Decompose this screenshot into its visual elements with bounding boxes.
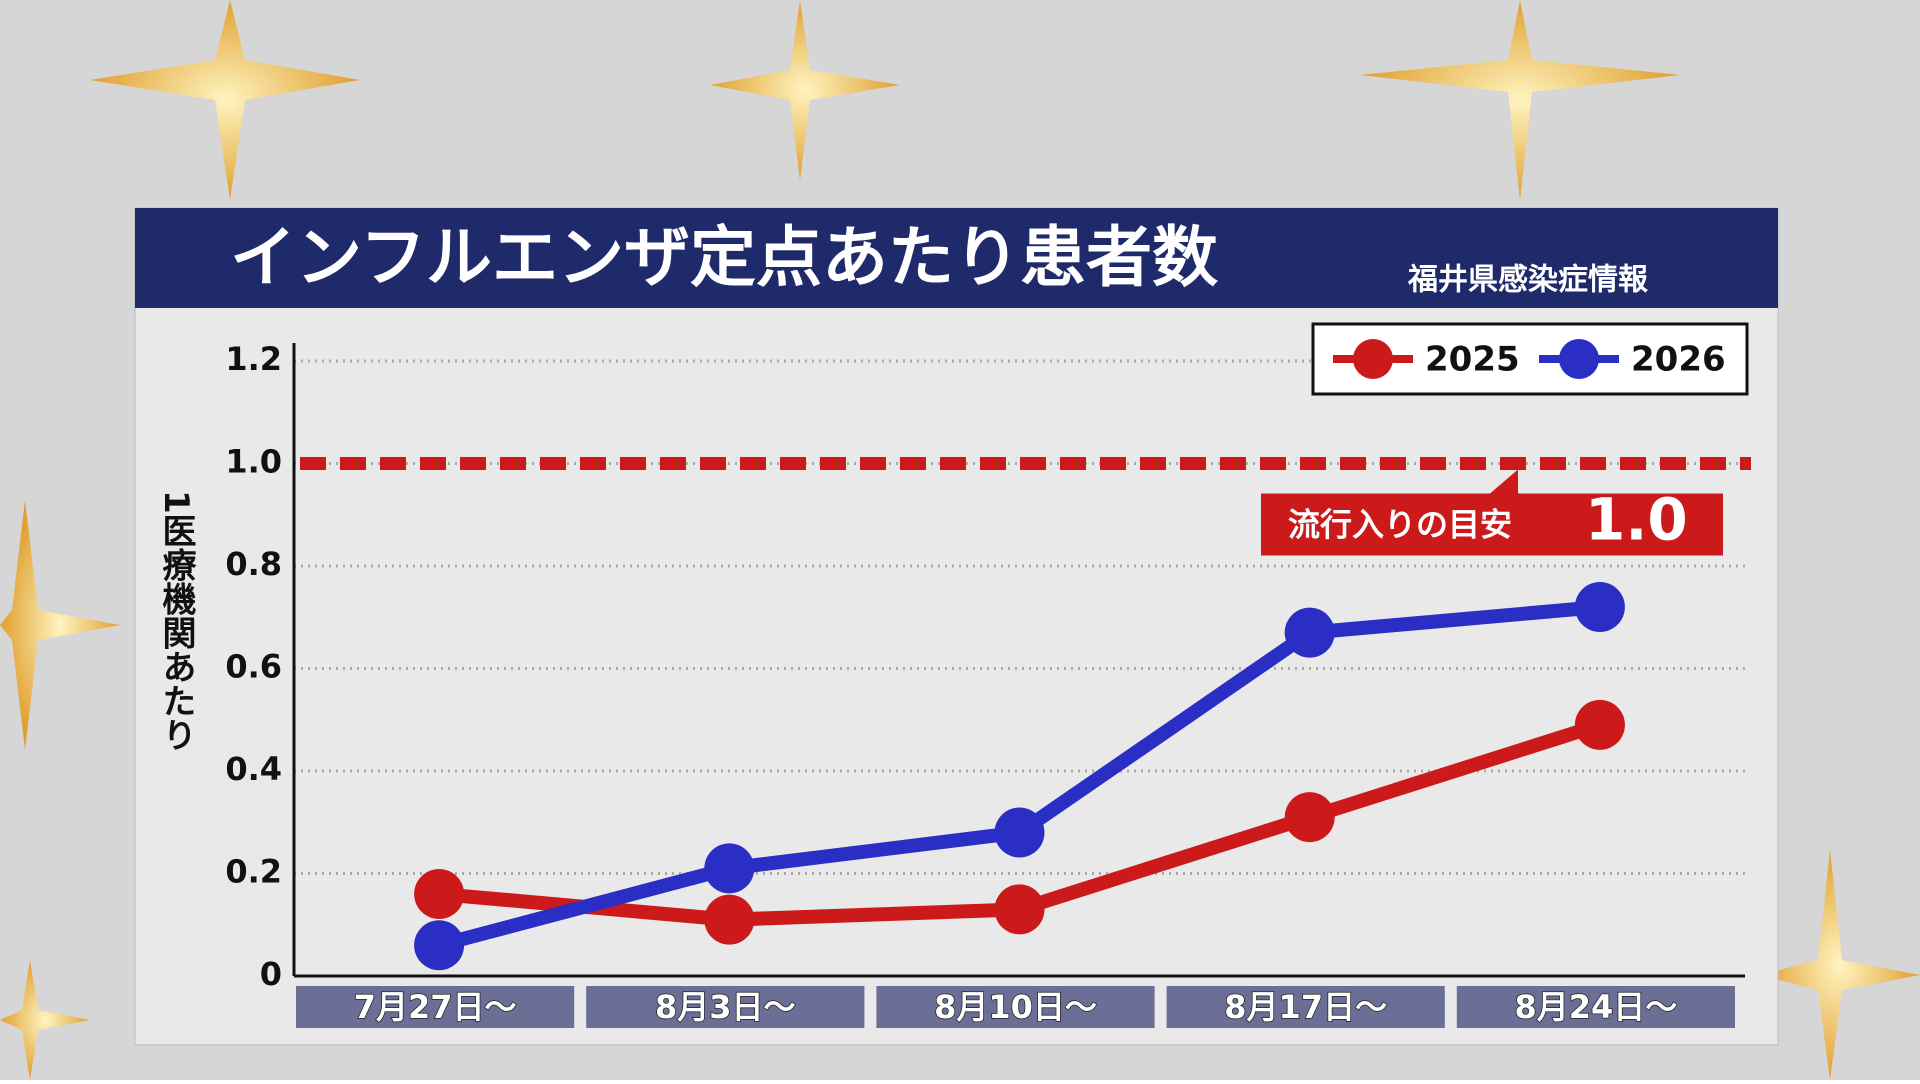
data-point (994, 807, 1045, 858)
data-point (414, 920, 465, 971)
x-tick-label: 7月27日～ (354, 988, 517, 1026)
y-tick-label: 0.4 (225, 750, 282, 788)
y-tick-label: 0.6 (225, 648, 282, 686)
x-tick-label: 8月10日～ (934, 988, 1097, 1026)
legend-label: 2026 (1631, 340, 1726, 380)
data-point (414, 869, 465, 919)
x-tick-label: 8月24日～ (1514, 988, 1677, 1026)
category-box (296, 986, 575, 1028)
annotation-pointer (1490, 469, 1518, 494)
chart-subtitle: 福井県感染症情報 (1407, 263, 1649, 298)
x-tick-label: 8月17日～ (1224, 988, 1387, 1026)
title-bar (135, 208, 1778, 308)
data-point (1574, 699, 1625, 750)
data-point (1574, 582, 1625, 632)
annotation-box (1261, 493, 1723, 556)
data-point (1284, 792, 1335, 843)
x-tick-label: 8月3日～ (655, 988, 796, 1026)
annotation-text: 流行入りの目安 (1288, 506, 1512, 544)
data-point (704, 894, 755, 945)
y-axis-label: 1医療機関あたり (156, 490, 196, 752)
y-tick-label: 1.2 (225, 340, 282, 378)
category-box (1456, 986, 1735, 1028)
chart-title: インフルエンザ定点あたり患者数 (230, 219, 1218, 296)
category-box (586, 986, 865, 1028)
category-box (1166, 986, 1445, 1028)
y-tick-label: 0.2 (225, 853, 282, 891)
legend-marker (1353, 339, 1393, 379)
data-point (1284, 607, 1335, 658)
legend-marker (1559, 339, 1599, 379)
annotation-value: 1.0 (1585, 486, 1688, 554)
y-tick-label: 1.0 (225, 443, 282, 481)
data-point (704, 843, 755, 894)
y-tick-label: 0 (260, 955, 282, 993)
y-tick-label: 0.8 (225, 545, 282, 583)
data-point (994, 884, 1045, 935)
category-box (876, 986, 1155, 1028)
legend-label: 2025 (1425, 340, 1520, 380)
